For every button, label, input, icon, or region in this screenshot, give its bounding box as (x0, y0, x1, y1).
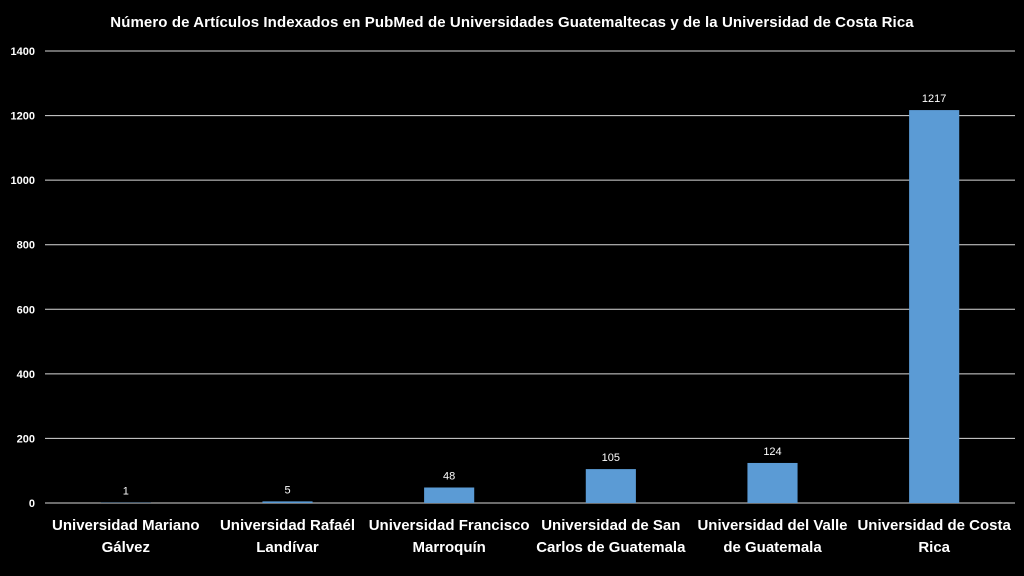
bar-1 (262, 501, 313, 503)
x-tick-label-2-line-1: Marroquín (412, 539, 485, 556)
y-tick-label-400: 400 (17, 369, 35, 381)
y-axis-tick-labels: 0 200 400 600 800 1000 1200 1400 (11, 46, 35, 510)
x-tick-label-4-line-0: Universidad del Valle (697, 517, 847, 534)
bar-2 (424, 487, 475, 503)
y-tick-label-200: 200 (17, 433, 35, 445)
x-tick-label-5-line-1: Rica (918, 539, 950, 556)
bar-5 (909, 110, 960, 503)
chart-title: Número de Artículos Indexados en PubMed … (110, 14, 914, 31)
x-tick-label-0-line-0: Universidad Mariano (52, 517, 200, 534)
x-tick-label-4-line-1: de Guatemala (723, 539, 822, 556)
bars (100, 110, 960, 503)
x-axis-category-labels: Universidad Mariano Gálvez Universidad Raf… (52, 517, 1011, 556)
y-tick-label-600: 600 (17, 304, 35, 316)
data-label-4: 124 (763, 446, 781, 458)
x-tick-label-5-line-0: Universidad de Costa (857, 517, 1011, 534)
x-tick-label-3-line-0: Universidad de San (541, 517, 680, 534)
y-tick-label-1200: 1200 (11, 111, 35, 123)
y-tick-label-0: 0 (29, 498, 35, 510)
data-label-3: 105 (602, 452, 620, 464)
data-label-2: 48 (443, 471, 455, 483)
y-tick-label-800: 800 (17, 240, 35, 252)
x-tick-label-1-line-1: Landívar (256, 539, 319, 556)
y-tick-label-1400: 1400 (11, 46, 35, 58)
gridlines (45, 50, 1015, 504)
bar-3 (585, 469, 636, 503)
data-label-5: 1217 (922, 93, 946, 105)
x-tick-label-2-line-0: Universidad Francisco (369, 517, 530, 534)
data-label-1: 5 (284, 484, 290, 496)
x-tick-label-0-line-1: Gálvez (102, 539, 150, 556)
x-tick-label-3-line-1: Carlos de Guatemala (536, 539, 686, 556)
y-tick-label-1000: 1000 (11, 175, 35, 187)
data-labels: 1 5 48 105 124 1217 (123, 93, 947, 498)
x-tick-label-1-line-0: Universidad Rafaél (220, 517, 355, 534)
bar-4 (747, 462, 798, 503)
data-label-0: 1 (123, 486, 129, 498)
